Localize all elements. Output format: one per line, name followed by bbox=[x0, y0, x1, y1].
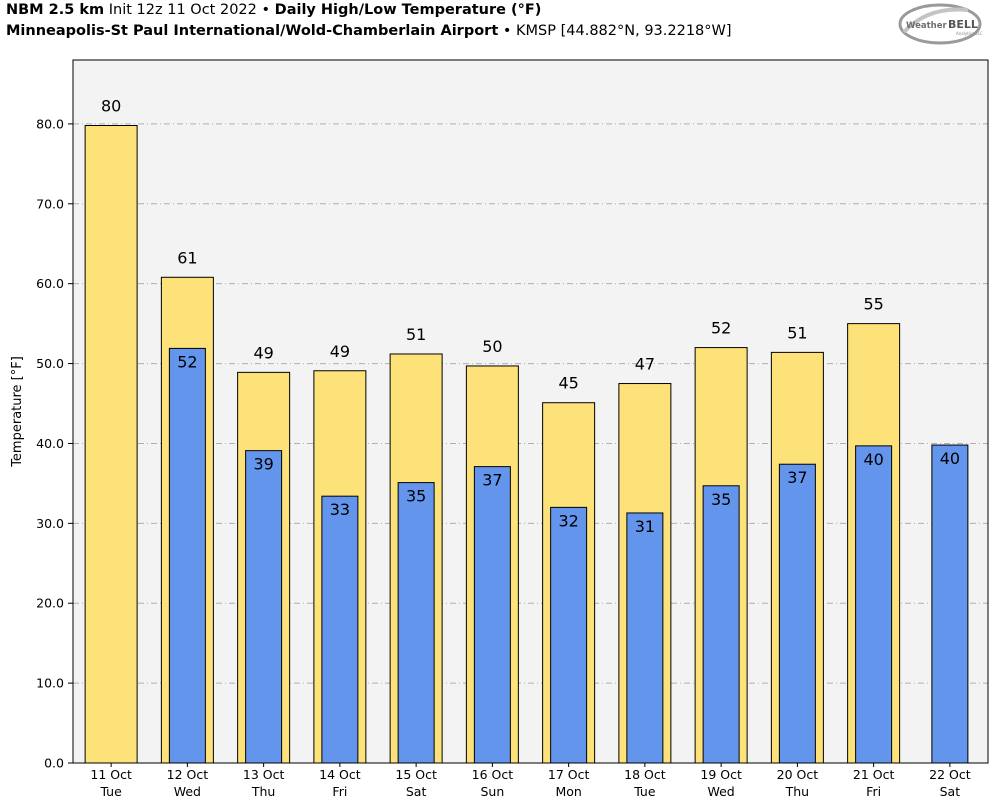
location-name: Minneapolis-St Paul International/Wold-C… bbox=[6, 23, 499, 39]
high-temp-bar bbox=[84, 125, 138, 764]
high-temp-label: 50 bbox=[482, 337, 502, 356]
x-tick-label-date: 19 Oct bbox=[700, 767, 742, 782]
chart-header-line-1: NBM 2.5 km Init 12z 11 Oct 2022 • Daily … bbox=[6, 2, 541, 18]
low-temp-label: 33 bbox=[330, 500, 350, 519]
station-info: KMSP [44.882°N, 93.2218°W] bbox=[516, 23, 732, 39]
y-tick-label: 60.0 bbox=[36, 276, 64, 291]
x-tick-label-date: 15 Oct bbox=[395, 767, 437, 782]
x-tick-label-date: 13 Oct bbox=[243, 767, 285, 782]
high-temp-label: 61 bbox=[177, 248, 197, 267]
x-tick-label-date: 21 Oct bbox=[853, 767, 895, 782]
y-tick-label: 10.0 bbox=[36, 676, 64, 691]
low-temp-label: 37 bbox=[787, 468, 807, 487]
y-tick-label: 80.0 bbox=[36, 116, 64, 131]
x-tick-label-day: Tue bbox=[99, 784, 122, 799]
low-temp-label: 40 bbox=[863, 450, 883, 469]
x-tick-label-day: Sun bbox=[480, 784, 504, 799]
x-tick-label-day: Fri bbox=[866, 784, 881, 799]
high-temp-label: 47 bbox=[635, 355, 655, 374]
x-tick-label-date: 11 Oct bbox=[90, 767, 132, 782]
header-separator: • bbox=[261, 2, 271, 18]
plot-area bbox=[73, 60, 988, 763]
y-tick-label: 30.0 bbox=[36, 516, 64, 531]
high-temp-label: 49 bbox=[330, 342, 350, 361]
chart-header-line-2: Minneapolis-St Paul International/Wold-C… bbox=[6, 23, 732, 39]
x-tick-label-day: Wed bbox=[707, 784, 734, 799]
low-temp-label: 31 bbox=[635, 517, 655, 536]
plot-frame bbox=[72, 59, 989, 764]
y-tick-label: 0.0 bbox=[44, 756, 64, 771]
y-tick-label: 40.0 bbox=[36, 436, 64, 451]
high-temp-label: 52 bbox=[711, 319, 731, 338]
x-tick-label-date: 14 Oct bbox=[319, 767, 361, 782]
low-temp-label: 40 bbox=[940, 449, 960, 468]
y-tick-label: 50.0 bbox=[36, 356, 64, 371]
x-tick-label-date: 18 Oct bbox=[624, 767, 666, 782]
x-tick-label-day: Thu bbox=[251, 784, 275, 799]
gridlines bbox=[73, 123, 988, 684]
y-tick-label: 70.0 bbox=[36, 196, 64, 211]
low-temp-bar bbox=[245, 450, 283, 764]
x-tick-label-day: Wed bbox=[174, 784, 201, 799]
header-separator: • bbox=[502, 23, 512, 39]
x-tick-label-date: 16 Oct bbox=[472, 767, 514, 782]
x-tick-label-date: 17 Oct bbox=[548, 767, 590, 782]
low-temp-label: 35 bbox=[711, 490, 731, 509]
low-temp-label: 52 bbox=[177, 352, 197, 371]
low-temp-label: 39 bbox=[253, 455, 273, 474]
low-temp-bar bbox=[550, 506, 588, 764]
y-axis-label: Temperature [°F] bbox=[10, 356, 25, 468]
low-temp-bar bbox=[473, 466, 511, 764]
high-temp-label: 51 bbox=[406, 325, 426, 344]
low-temp-label: 35 bbox=[406, 487, 426, 506]
low-temp-bar bbox=[321, 495, 359, 764]
x-tick-label-day: Tue bbox=[633, 784, 656, 799]
logo-text-right: BELL bbox=[948, 18, 978, 31]
init-time: Init 12z 11 Oct 2022 bbox=[108, 2, 257, 18]
low-temp-bar bbox=[168, 347, 206, 764]
high-temp-label: 51 bbox=[787, 323, 807, 342]
x-tick-label-day: Thu bbox=[785, 784, 809, 799]
y-tick-label: 20.0 bbox=[36, 596, 64, 611]
product-title: Daily High/Low Temperature (°F) bbox=[274, 2, 542, 18]
x-tick-label-day: Sat bbox=[406, 784, 427, 799]
x-tick-label-day: Sat bbox=[940, 784, 961, 799]
x-tick-label-date: 12 Oct bbox=[167, 767, 209, 782]
x-tick-label-date: 22 Oct bbox=[929, 767, 971, 782]
bars: 80 61 52 49 39 49 33 51 35 50 37 45 32 47 31 52 35 51 37 55… bbox=[84, 97, 969, 764]
x-tick-label-day: Mon bbox=[555, 784, 581, 799]
logo-subtext: Analytics LLC bbox=[956, 31, 983, 36]
x-tick-label-day: Fri bbox=[332, 784, 347, 799]
logo-text-left: Weather bbox=[906, 21, 947, 31]
low-temp-bar bbox=[855, 445, 893, 764]
low-temp-bar bbox=[702, 485, 740, 764]
low-temp-bar bbox=[397, 482, 435, 764]
low-temp-bar bbox=[931, 444, 969, 764]
low-temp-bar bbox=[778, 463, 816, 764]
high-temp-label: 49 bbox=[253, 343, 273, 362]
axes: 0.0 10.0 20.0 30.0 40.0 50.0 60.0 70.0 80.0 11 Oc… bbox=[36, 116, 971, 799]
high-temp-label: 55 bbox=[863, 295, 883, 314]
x-tick-label-date: 20 Oct bbox=[777, 767, 819, 782]
weatherbell-logo: Weather BELL Analytics LLC bbox=[898, 3, 983, 45]
low-temp-bar bbox=[626, 512, 664, 764]
low-temp-label: 37 bbox=[482, 471, 502, 490]
high-temp-label: 80 bbox=[101, 97, 121, 116]
low-temp-label: 32 bbox=[558, 511, 578, 530]
high-temp-label: 45 bbox=[558, 374, 578, 393]
model-name: NBM 2.5 km bbox=[6, 2, 105, 18]
